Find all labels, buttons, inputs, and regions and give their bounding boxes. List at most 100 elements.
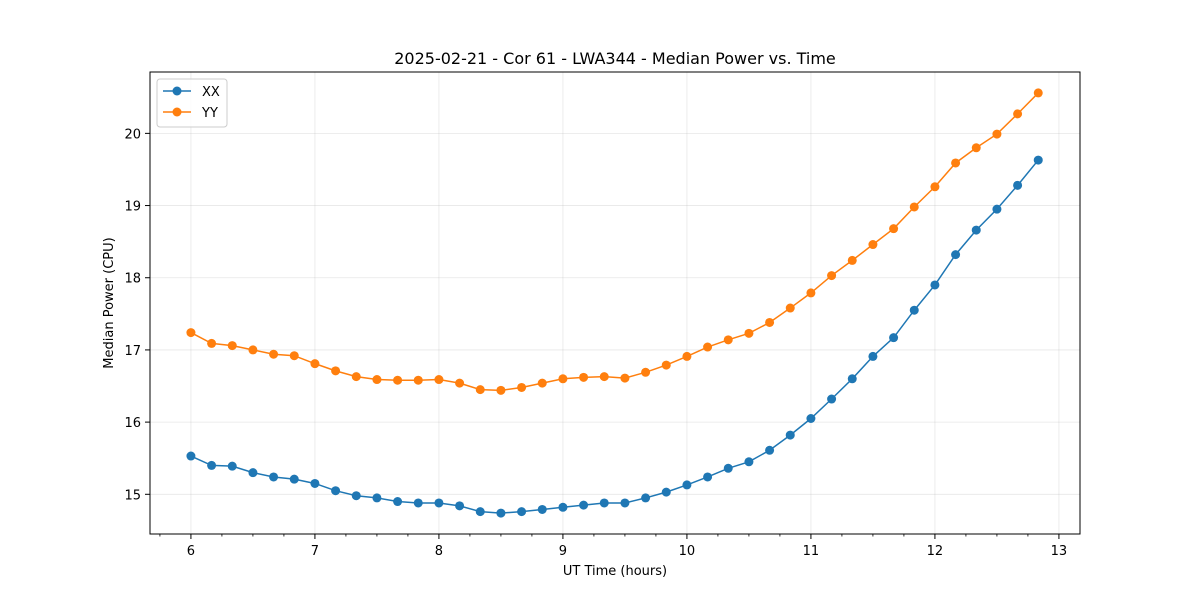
data-point-xx [331,486,341,496]
data-point-yy [269,349,279,359]
data-point-yy [289,351,299,361]
series-yy [186,88,1043,395]
data-point-xx [227,461,237,471]
data-point-yy [703,342,713,352]
plot-frame [149,71,1081,535]
y-tick-label: 19 [124,200,141,215]
data-point-xx [930,280,940,290]
data-point-yy [765,317,775,327]
data-point-xx [682,480,692,490]
y-tick-label: 16 [124,416,141,431]
data-point-xx [475,507,485,517]
y-tick-label: 18 [124,272,141,287]
data-point-yy [393,375,403,385]
data-point-yy [889,224,899,234]
data-point-xx [1033,155,1043,165]
data-point-yy [475,385,485,395]
legend-label-xx: XX [202,85,220,100]
data-point-xx [992,204,1002,214]
data-point-yy [868,240,878,250]
legend-marker-yy [172,107,182,117]
data-point-yy [723,335,733,345]
data-point-xx [393,497,403,507]
x-tick-label: 6 [187,544,195,559]
data-point-xx [413,498,423,508]
x-axis-label: UT Time (hours) [563,564,667,579]
data-point-xx [517,507,527,517]
data-point-yy [372,375,382,385]
data-point-yy [351,372,361,382]
data-point-xx [909,305,919,315]
data-point-yy [847,255,857,265]
data-point-xx [289,474,299,484]
data-point-xx [1013,180,1023,190]
data-point-xx [207,460,217,470]
data-point-xx [269,472,279,482]
data-point-xx [765,445,775,455]
data-point-yy [661,360,671,370]
data-point-xx [620,498,630,508]
data-point-yy [827,271,837,281]
data-point-yy [682,351,692,361]
data-point-yy [331,366,341,376]
legend-marker-xx [172,86,182,96]
data-point-yy [496,385,506,395]
data-point-xx [455,501,465,511]
x-tick-label: 7 [311,544,319,559]
data-point-xx [579,500,589,510]
data-point-yy [930,182,940,192]
data-point-yy [1033,88,1043,98]
series-xx [186,155,1043,518]
data-point-yy [227,341,237,351]
data-point-yy [186,328,196,338]
x-tick-label: 13 [1051,544,1068,559]
data-point-yy [992,129,1002,139]
data-point-xx [351,491,361,501]
data-point-yy [434,375,444,385]
data-point-yy [558,374,568,384]
data-point-yy [806,288,816,298]
data-point-yy [785,303,795,313]
data-point-xx [310,478,320,488]
data-point-xx [703,472,713,482]
legend-label-yy: YY [201,106,218,121]
x-tick-label: 11 [803,544,820,559]
legend: XX YY [156,78,228,128]
data-point-xx [661,487,671,497]
data-point-xx [951,250,961,260]
data-point-xx [558,502,568,512]
data-point-yy [537,378,547,388]
data-point-xx [827,394,837,404]
data-point-yy [951,158,961,168]
x-axis: 6 7 8 9 10 11 12 13 [159,534,1068,559]
data-point-xx [744,457,754,467]
data-point-xx [889,333,899,343]
data-point-yy [744,328,754,338]
y-tick-label: 17 [124,344,141,359]
data-point-yy [971,143,981,153]
data-point-xx [785,430,795,440]
y-tick-label: 20 [124,127,141,142]
data-point-xx [641,493,651,503]
data-point-yy [248,345,258,355]
data-point-xx [372,493,382,503]
grid-lines [150,72,1080,534]
x-tick-label: 10 [679,544,696,559]
data-point-yy [1013,109,1023,119]
x-tick-label: 12 [927,544,944,559]
x-tick-label: 8 [435,544,443,559]
series-layer [186,88,1043,518]
data-point-xx [186,451,196,461]
data-point-xx [806,414,816,423]
data-point-yy [310,359,320,369]
data-point-yy [517,382,527,392]
data-point-xx [847,374,857,384]
data-point-xx [537,504,547,514]
data-point-yy [620,373,630,383]
data-point-xx [868,351,878,361]
x-tick-label: 9 [559,544,567,559]
data-point-yy [413,375,423,385]
data-point-xx [496,508,506,518]
data-point-xx [971,225,981,235]
